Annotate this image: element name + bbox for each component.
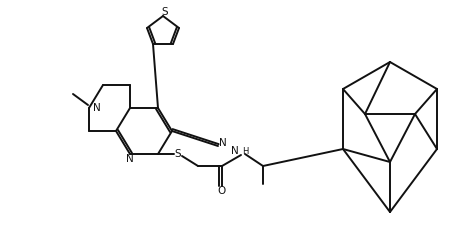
Text: S: S [162, 7, 168, 17]
Text: S: S [175, 149, 181, 159]
Text: N: N [126, 154, 134, 164]
Text: N: N [93, 103, 101, 113]
Text: O: O [218, 186, 226, 196]
Text: H: H [242, 146, 248, 156]
Text: N: N [231, 146, 239, 156]
Text: N: N [219, 138, 227, 148]
